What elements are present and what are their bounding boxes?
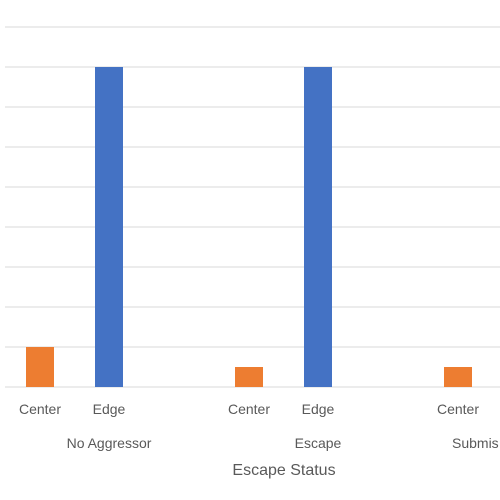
gridlines <box>5 26 500 388</box>
group-label-submis: Submis <box>452 435 499 451</box>
bar-center-1 <box>26 347 54 387</box>
group-label-escape: Escape <box>295 435 342 451</box>
tick-label-center: Center <box>228 401 270 417</box>
x-axis-title: Escape Status <box>232 462 335 479</box>
tick-label-center: Center <box>19 401 61 417</box>
group-label-no-aggressor: No Aggressor <box>67 435 152 451</box>
bar-center-5 <box>444 367 472 387</box>
bar-edge-4 <box>304 67 332 387</box>
bars <box>26 67 472 387</box>
bar-edge-2 <box>95 67 123 387</box>
category-tick-labels: Center Edge Center Edge Center <box>19 401 479 417</box>
tick-label-edge: Edge <box>302 401 335 417</box>
group-labels: No Aggressor Escape Submis <box>67 435 499 451</box>
tick-label-edge: Edge <box>93 401 126 417</box>
tick-label-center: Center <box>437 401 479 417</box>
bar-center-3 <box>235 367 263 387</box>
